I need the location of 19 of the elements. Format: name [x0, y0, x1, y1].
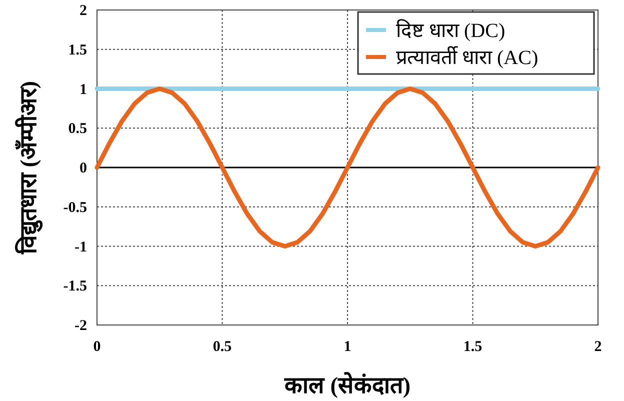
- x-tick-label: 1: [344, 339, 352, 355]
- x-tick-label: 0.5: [212, 339, 232, 355]
- y-tick-label: 1.5: [68, 42, 87, 58]
- legend-label: प्रत्यावर्ती धारा (AC): [396, 46, 538, 69]
- x-tick-label: 0: [93, 339, 101, 355]
- y-tick-label: -1: [74, 239, 87, 256]
- x-tick-label: 1.5: [463, 339, 482, 355]
- y-tick-label: 0.5: [68, 121, 87, 138]
- x-axis-title: काल (सेकंदात): [283, 371, 411, 398]
- legend-label: दिष्ट धारा (DC): [396, 19, 506, 42]
- y-tick-label: -1.5: [63, 278, 87, 295]
- y-tick-label: 1: [80, 82, 87, 98]
- y-tick-label: -2: [74, 318, 87, 334]
- line-series: [94, 86, 600, 248]
- y-tick-label: 0: [80, 160, 87, 176]
- y-tick-label: 2: [80, 3, 87, 19]
- x-tick-label: 2: [594, 339, 602, 355]
- y-axis-title: विद्युतधारा (अँम्पीअर): [14, 80, 43, 256]
- y-tick-label: -0.5: [63, 200, 87, 216]
